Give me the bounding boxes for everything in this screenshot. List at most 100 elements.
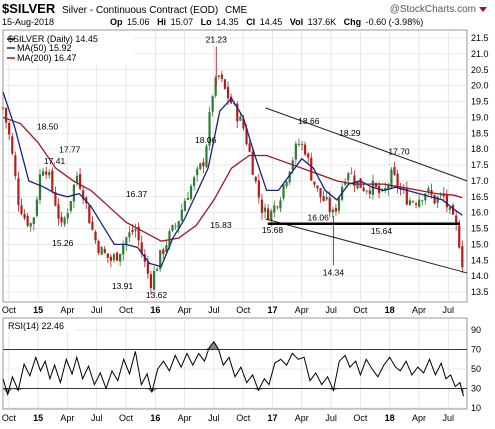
candle-body [350, 173, 353, 175]
candle-body [214, 77, 217, 96]
candle-body [205, 146, 208, 168]
candle-body [125, 237, 128, 245]
time-tick-label: 15 [33, 305, 43, 315]
candle-body [276, 206, 279, 208]
rsi-line [2, 340, 464, 397]
rsi-time-tick-label: 16 [150, 413, 160, 423]
rsi-tick-label: 70 [471, 345, 481, 355]
time-tick-label: Jul [91, 305, 103, 315]
candle-body [445, 194, 448, 208]
candle-body [270, 210, 273, 221]
candle-body [353, 175, 356, 186]
price-tick-label: 21.0 [471, 49, 489, 59]
price-tick-label: 20.5 [471, 65, 489, 75]
candle-body [448, 207, 452, 210]
price-tick-label: 15.0 [471, 239, 489, 249]
candle-body [186, 197, 190, 200]
candle-body [128, 232, 131, 238]
candle-body [134, 229, 137, 232]
rsi-time-tick-label: Oct [236, 413, 251, 423]
candle-body [220, 74, 223, 79]
rsi-time-tick-label: Jul [208, 413, 220, 423]
lo-value: 14.35 [216, 17, 239, 27]
chg-value: -0.60 (-3.98%) [366, 17, 424, 27]
price-tick-label: 19.0 [471, 112, 489, 122]
candle-body [239, 116, 242, 121]
collapse-arrow-icon[interactable] [479, 7, 487, 12]
candle-body [368, 190, 371, 194]
candle-body [66, 213, 69, 219]
candle-body [328, 197, 331, 213]
candle-body [180, 209, 183, 221]
vol-label: Vol [290, 17, 303, 27]
price-annotation: 18.66 [298, 116, 320, 126]
candle-body [41, 171, 45, 176]
price-tick-label: 19.5 [471, 97, 489, 107]
rsi-time-tick-label: Apr [412, 413, 426, 423]
price-annotation: 13.62 [146, 290, 168, 300]
rsi-time-tick-label: Jul [91, 413, 103, 423]
exchange-text: CME [225, 5, 248, 16]
candle-body [91, 221, 94, 230]
op-label: Op [110, 17, 123, 27]
candle-body [54, 191, 57, 206]
candle-body [115, 252, 119, 261]
price-annotation: 16.37 [126, 189, 148, 199]
candle-body [75, 175, 79, 183]
price-annotations: 18.50 17.77 17.41 15.26 16.37 13.91 13.62 21.23… [37, 35, 410, 301]
symbol-title: $SILVER [2, 1, 56, 16]
candle-body [26, 215, 29, 226]
rsi-time-tick-label: 15 [33, 413, 43, 423]
price-tick-label: 16.0 [471, 208, 489, 218]
rsi-axis-labels: 90 70 50 30 10 [471, 325, 481, 413]
candle-body [230, 96, 233, 104]
price-annotation: 13.91 [112, 281, 134, 291]
candle-body [32, 217, 35, 224]
time-tick-label: Oct [2, 305, 17, 315]
time-tick-label: Jul [208, 305, 220, 315]
quote-date: 15-Aug-2018 [2, 17, 54, 27]
candle-body [183, 200, 186, 212]
price-panel: 21.5 21.0 20.5 20.0 19.5 19.0 18.5 18.0 17.5 17.0… [1, 29, 489, 303]
candle-body [374, 183, 378, 188]
candle-body [325, 196, 328, 200]
candle-body [72, 184, 76, 202]
price-tick-label: 14.0 [471, 271, 489, 281]
candle-body [461, 246, 464, 268]
candle-body [4, 107, 8, 123]
candle-body [257, 180, 260, 198]
candle-body [433, 194, 436, 204]
candle-body [199, 163, 202, 169]
time-tick-label: Apr [60, 305, 74, 315]
candle-body [156, 269, 159, 271]
candle-body [103, 248, 106, 253]
time-tick-label: Apr [295, 305, 309, 315]
price-tick-label: 14.5 [471, 255, 489, 265]
rsi-time-tick-label: Apr [295, 413, 309, 423]
chg-label: Chg [344, 17, 362, 27]
time-tick-label: 18 [385, 305, 395, 315]
candle-body [57, 204, 60, 219]
time-tick-label: Oct [119, 305, 134, 315]
rsi-legend: RSI(14) 22.46 [8, 321, 64, 331]
candle-body [94, 231, 97, 241]
candle-body [14, 155, 17, 177]
candle-body [396, 173, 399, 188]
price-annotation: 21.23 [206, 35, 228, 45]
candle-body [322, 196, 325, 201]
candle-body [1, 107, 5, 109]
candle-body [119, 253, 122, 262]
candle-body [165, 245, 168, 253]
candle-body [20, 205, 23, 215]
legend-ma50: MA(50) 15.92 [17, 43, 72, 53]
rsi-time-tick-label: Apr [178, 413, 192, 423]
legend-ma200: MA(200) 16.47 [17, 53, 77, 63]
brand-watermark: @StockCharts.com [390, 4, 476, 15]
candle-body [189, 186, 193, 199]
time-tick-label: Oct [236, 305, 251, 315]
price-tick-label: 13.5 [471, 287, 489, 297]
candle-body [436, 196, 439, 203]
candle-body [159, 250, 162, 270]
price-annotation: 15.26 [52, 238, 74, 248]
candle-body [11, 136, 14, 154]
